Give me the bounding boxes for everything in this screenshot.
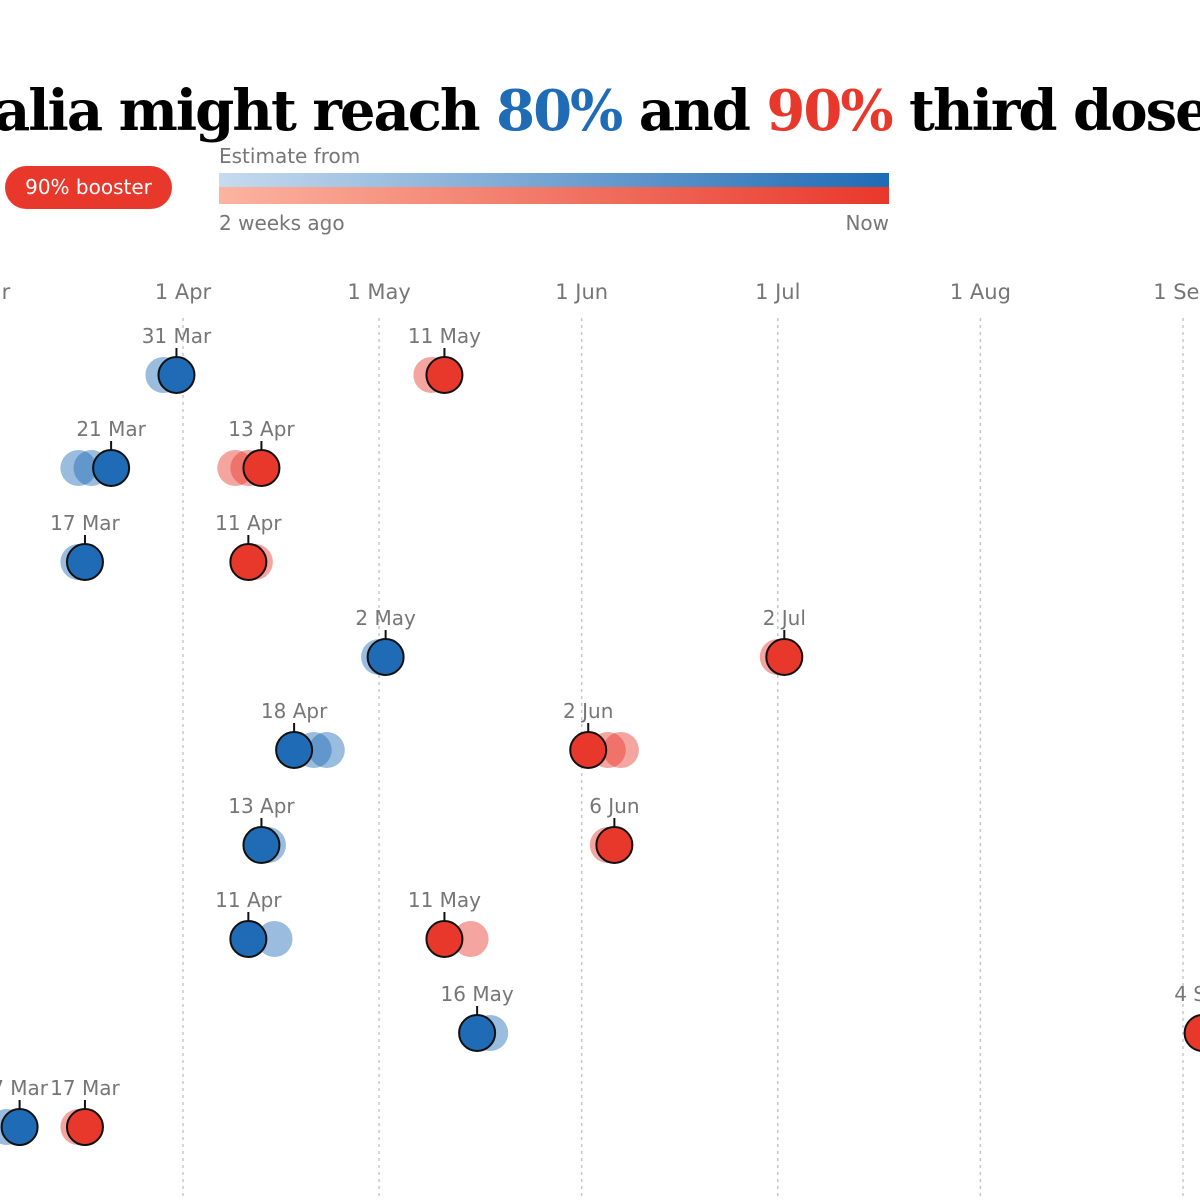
legend-end-label: Now <box>845 211 889 235</box>
title-90-percent: 90% <box>766 78 893 144</box>
title-80-percent: 80% <box>496 78 623 144</box>
x-tick-label: 1 Sep <box>1153 280 1200 304</box>
red-date-label: 13 Apr <box>228 417 295 441</box>
booster-toggle-button[interactable]: 90% booster <box>5 166 172 209</box>
red-estimate-dot <box>425 920 464 958</box>
red-date-label: 11 Apr <box>215 511 282 535</box>
legend-red-gradient <box>219 187 889 204</box>
red-estimate-dot <box>65 1108 104 1146</box>
x-tick-label: 1 Apr <box>155 280 212 304</box>
x-tick-label: 1 Jul <box>755 280 800 304</box>
blue-estimate-dot <box>92 449 131 487</box>
blue-earlier-estimate-dot <box>308 732 345 768</box>
red-estimate-dot <box>765 638 804 676</box>
blue-date-label: 11 Apr <box>215 888 282 912</box>
title-part3: third dose v <box>909 78 1200 144</box>
blue-date-label: 18 Apr <box>261 699 328 723</box>
red-date-label: 6 Jun <box>589 794 639 818</box>
x-tick-label: 1 Jun <box>555 280 608 304</box>
red-earlier-estimate-dot <box>217 450 254 486</box>
red-date-label: 11 May <box>408 888 481 912</box>
blue-estimate-dot <box>157 356 196 394</box>
title-part1: alia might reach <box>0 78 497 144</box>
chart-title: alia might reach 80% and 90% third dose … <box>0 78 1200 144</box>
blue-date-label: 17 Mar <box>50 511 120 535</box>
blue-earlier-estimate-dot <box>60 450 97 486</box>
x-tick-label: 1 Mar <box>0 280 11 304</box>
red-earlier-estimate-dot <box>602 732 639 768</box>
blue-earlier-estimate-dot <box>256 921 293 957</box>
blue-estimate-dot <box>0 1108 39 1146</box>
x-tick-label: 1 May <box>347 280 410 304</box>
red-estimate-dot <box>1183 1014 1200 1052</box>
red-estimate-dot <box>425 356 464 394</box>
red-earlier-estimate-dot <box>452 921 489 957</box>
title-part2: and <box>621 78 767 144</box>
blue-estimate-dot <box>366 638 405 676</box>
x-tick-label: 1 Aug <box>950 280 1011 304</box>
blue-date-label: 2 May <box>355 606 416 630</box>
blue-date-label: 21 Mar <box>76 417 146 441</box>
blue-estimate-dot <box>229 920 268 958</box>
red-estimate-dot <box>595 826 634 864</box>
blue-date-label: 16 May <box>441 982 514 1006</box>
red-estimate-dot <box>569 731 608 769</box>
red-date-label: 2 Jul <box>763 606 806 630</box>
blue-estimate-dot <box>65 543 104 581</box>
legend-blue-gradient <box>219 173 889 187</box>
blue-date-label: 31 Mar <box>142 324 212 348</box>
red-estimate-dot <box>229 543 268 581</box>
legend-start-label: 2 weeks ago <box>219 211 345 235</box>
blue-estimate-dot <box>275 731 314 769</box>
red-estimate-dot <box>242 449 281 487</box>
blue-date-label: 13 Apr <box>228 794 295 818</box>
legend-estimate-from: Estimate from <box>219 144 361 168</box>
red-date-label: 11 May <box>408 324 481 348</box>
blue-date-label: 7 Mar <box>0 1076 49 1100</box>
red-date-label: 2 Jun <box>563 699 613 723</box>
red-date-label: 4 Sep <box>1174 982 1200 1006</box>
blue-estimate-dot <box>458 1014 497 1052</box>
blue-estimate-dot <box>242 826 281 864</box>
red-date-label: 17 Mar <box>50 1076 120 1100</box>
